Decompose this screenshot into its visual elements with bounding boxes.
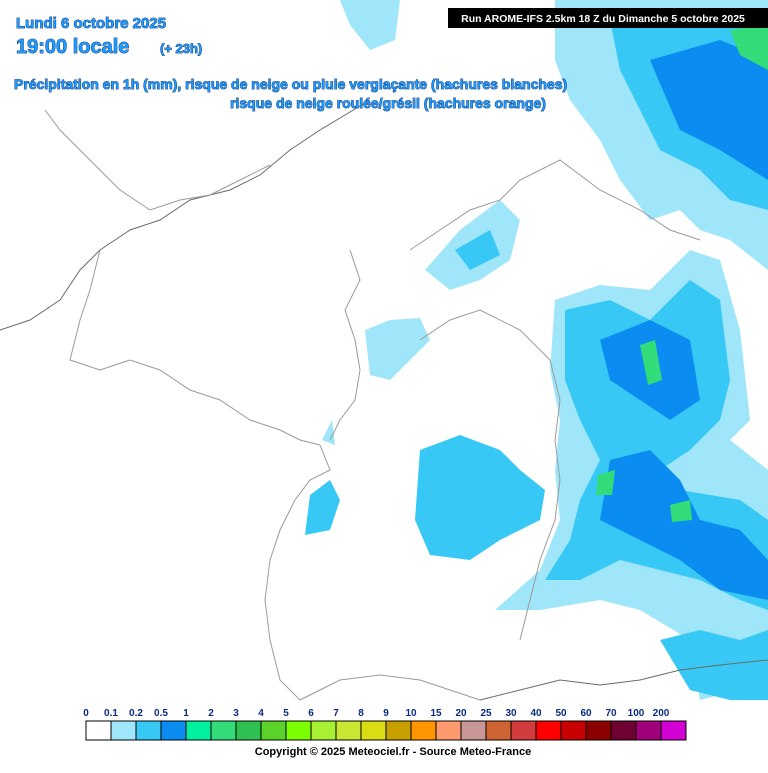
run-box [448,8,768,28]
lead-time: (+ 23h) [160,41,202,56]
run-info: Run AROME-IFS 2.5km 18 Z du Dimanche 5 o… [461,13,745,25]
legend-label: 50 [555,708,567,719]
legend-swatch [535,720,562,741]
legend-swatch [310,720,337,741]
legend-swatch [660,720,687,741]
legend-swatch [185,720,212,741]
legend-label: 0 [83,708,89,719]
description-line: risque de neige roulée/grésil (hachures … [230,95,546,111]
legend-swatch [410,720,437,741]
legend-label: 15 [430,708,442,719]
legend-swatch [385,720,412,741]
legend-swatch [135,720,162,741]
legend-swatch [85,720,112,741]
legend-swatch [485,720,512,741]
precipitation [305,0,768,700]
legend-label: 70 [605,708,617,719]
legend-swatch [460,720,487,741]
legend-label: 0.5 [154,708,168,719]
description-line: Précipitation en 1h (mm), risque de neig… [14,76,567,92]
date: Lundi 6 octobre 2025 [16,15,166,32]
legend-swatch [235,720,262,741]
legend-label: 1 [183,708,189,719]
legend-swatch [510,720,537,741]
legend-label: 10 [405,708,417,719]
legend-swatch [635,720,662,741]
legend-label: 25 [480,708,492,719]
legend-swatch [335,720,362,741]
legend-label: 3 [233,708,239,719]
legend-swatch [285,720,312,741]
borders [0,99,768,701]
legend-label: 9 [383,708,389,719]
legend-swatch [560,720,587,741]
legend-label: 6 [308,708,314,719]
legend-swatch [435,720,462,741]
legend-label: 30 [505,708,517,719]
legend-swatch [210,720,237,741]
footer: Copyright © 2025 Meteociel.fr - Source M… [255,746,531,758]
legend-label: 2 [208,708,214,719]
legend-label: 0.1 [104,708,118,719]
legend-label: 7 [333,708,339,719]
legend-label: 4 [258,708,264,719]
legend-label: 60 [580,708,592,719]
legend-swatch [610,720,637,741]
legend-label: 5 [283,708,289,719]
legend-label: 8 [358,708,364,719]
legend-label: 200 [653,708,670,719]
legend-swatch [360,720,387,741]
legend-swatch [260,720,287,741]
legend-swatch [110,720,137,741]
legend-swatch [160,720,187,741]
legend: 0 0.1 0.2 0.5 1 2 3 4 5 6 7 8 9 10 15 20 25 30 40 50 60 70 100… [82,707,687,741]
legend-swatch [585,720,612,741]
legend-label: 0.2 [129,708,143,719]
legend-label: 40 [530,708,542,719]
legend-label: 100 [628,708,645,719]
time: 19:00 locale [16,36,129,58]
legend-label: 20 [455,708,467,719]
